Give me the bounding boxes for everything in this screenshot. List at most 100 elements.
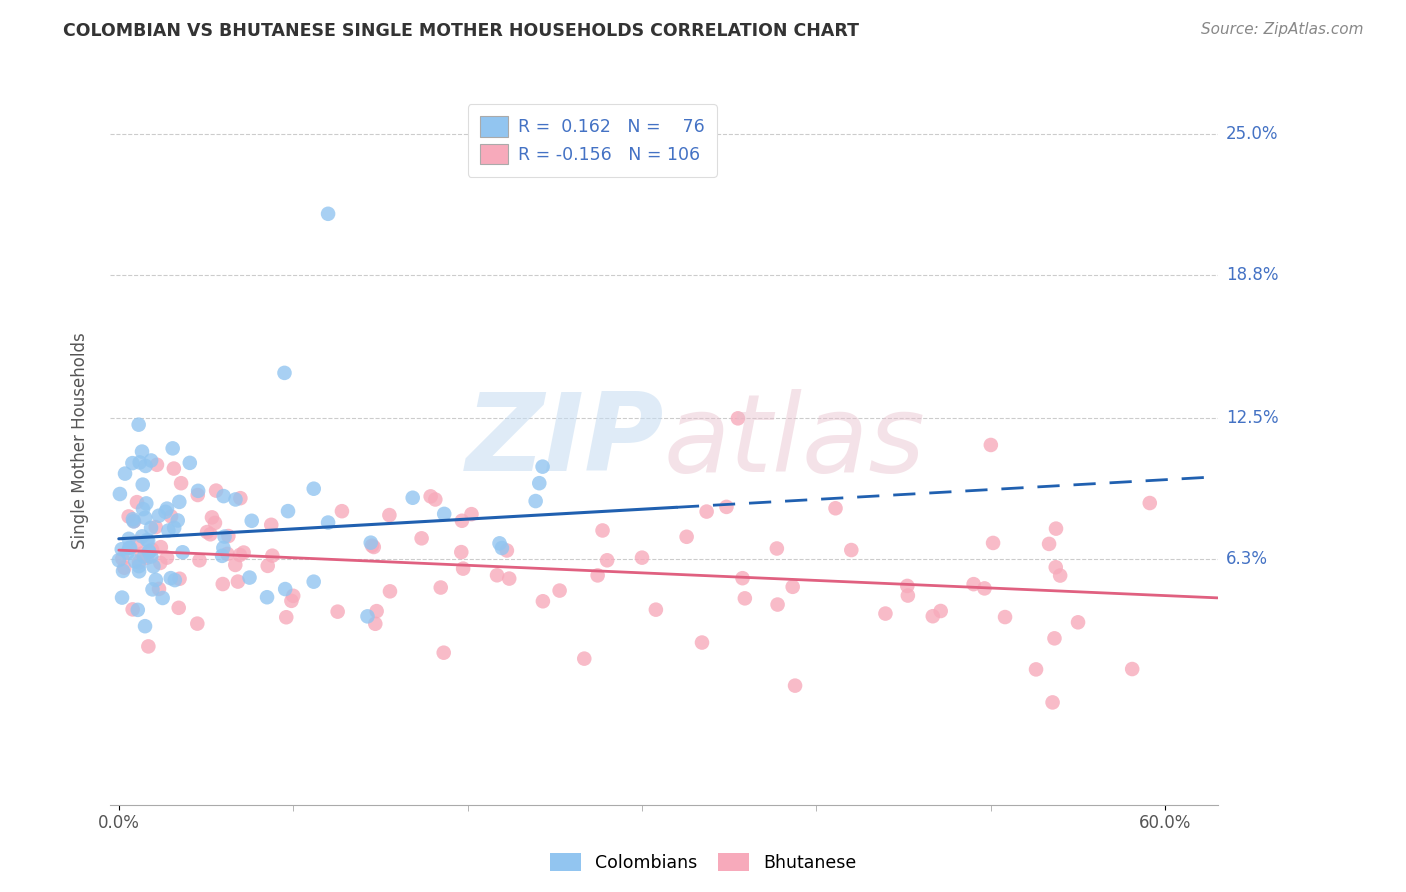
Point — [138, 544, 160, 558]
Point — [631, 550, 654, 565]
Point — [980, 438, 1002, 452]
Point — [921, 609, 943, 624]
Text: 18.8%: 18.8% — [1226, 266, 1278, 285]
Point — [148, 582, 170, 596]
Point — [402, 491, 425, 505]
Point — [450, 545, 472, 559]
Point — [118, 541, 141, 555]
Point — [1121, 662, 1143, 676]
Point — [136, 550, 159, 565]
Point — [155, 505, 177, 519]
Point — [486, 568, 509, 582]
Point — [1139, 496, 1161, 510]
Point — [283, 589, 305, 603]
Point — [644, 602, 666, 616]
Point — [224, 492, 246, 507]
Point — [135, 496, 157, 510]
Point — [124, 554, 146, 568]
Point — [160, 509, 183, 524]
Point — [121, 602, 143, 616]
Point — [529, 476, 551, 491]
Point — [186, 616, 208, 631]
Point — [162, 442, 184, 456]
Point — [169, 495, 191, 509]
Point — [240, 514, 263, 528]
Y-axis label: Single Mother Households: Single Mother Households — [72, 333, 89, 549]
Point — [134, 510, 156, 524]
Point — [260, 517, 283, 532]
Point — [592, 524, 614, 538]
Point — [214, 530, 236, 544]
Point — [217, 547, 239, 561]
Point — [574, 651, 596, 665]
Point — [256, 591, 278, 605]
Point — [149, 540, 172, 554]
Point — [731, 571, 754, 585]
Point — [201, 510, 224, 524]
Point — [212, 489, 235, 503]
Point — [127, 603, 149, 617]
Legend: R =  0.162   N =    76, R = -0.156   N = 106: R = 0.162 N = 76, R = -0.156 N = 106 — [468, 104, 717, 177]
Point — [166, 513, 188, 527]
Point — [135, 458, 157, 473]
Point — [128, 417, 150, 432]
Point — [211, 577, 233, 591]
Point — [149, 556, 172, 570]
Point — [141, 582, 163, 597]
Point — [128, 455, 150, 469]
Point — [128, 564, 150, 578]
Point — [488, 536, 510, 550]
Point — [136, 533, 159, 547]
Point — [131, 547, 153, 561]
Point — [363, 540, 385, 554]
Point — [111, 542, 134, 557]
Text: ZIP: ZIP — [465, 388, 664, 494]
Point — [360, 535, 382, 549]
Point — [132, 549, 155, 564]
Point — [156, 550, 179, 565]
Point — [1025, 662, 1047, 676]
Point — [238, 571, 260, 585]
Point — [1042, 695, 1064, 709]
Point — [217, 529, 239, 543]
Point — [429, 581, 451, 595]
Point — [122, 512, 145, 526]
Point — [204, 516, 226, 530]
Point — [139, 453, 162, 467]
Point — [131, 529, 153, 543]
Point — [366, 604, 388, 618]
Point — [897, 589, 920, 603]
Point — [451, 514, 474, 528]
Point — [302, 482, 325, 496]
Point — [994, 610, 1017, 624]
Point — [179, 456, 201, 470]
Point — [159, 571, 181, 585]
Point — [962, 577, 984, 591]
Point — [139, 521, 162, 535]
Point — [824, 501, 846, 516]
Point — [766, 541, 789, 556]
Point — [1043, 632, 1066, 646]
Point — [496, 543, 519, 558]
Point — [1067, 615, 1090, 630]
Point — [163, 461, 186, 475]
Point — [361, 539, 384, 553]
Point — [136, 533, 159, 548]
Point — [170, 476, 193, 491]
Point — [156, 501, 179, 516]
Point — [433, 646, 456, 660]
Point — [134, 619, 156, 633]
Point — [163, 573, 186, 587]
Point — [145, 520, 167, 534]
Point — [929, 604, 952, 618]
Point — [121, 456, 143, 470]
Point — [128, 555, 150, 569]
Point — [596, 553, 619, 567]
Point — [114, 467, 136, 481]
Point — [152, 591, 174, 605]
Point — [132, 502, 155, 516]
Text: 25.0%: 25.0% — [1226, 125, 1278, 144]
Point — [498, 572, 520, 586]
Text: 12.5%: 12.5% — [1226, 409, 1278, 427]
Point — [727, 411, 749, 425]
